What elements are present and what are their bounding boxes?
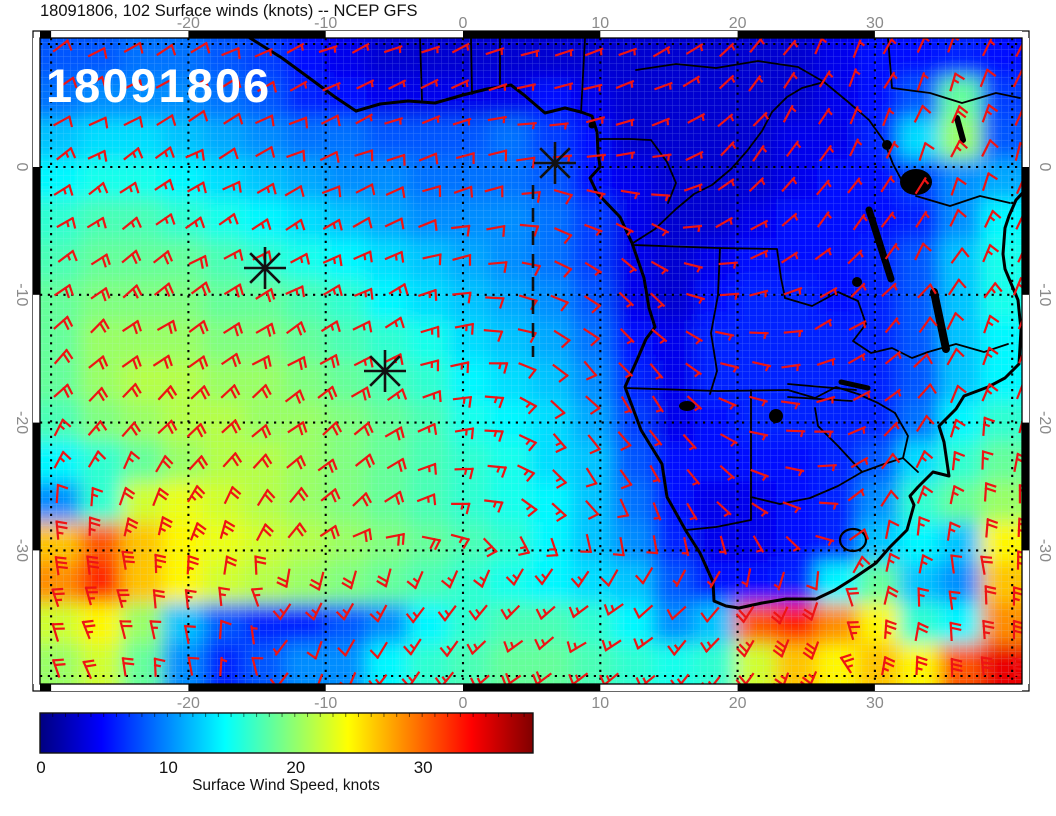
figure-title: 18091806, 102 Surface winds (knots) -- N… [40, 2, 418, 20]
colorbar-ticks [52, 713, 525, 717]
africa-coastline [248, 38, 1022, 610]
axis-tick-label: 20 [729, 15, 747, 32]
location-markers [244, 142, 576, 392]
graticule-lines [40, 38, 1022, 684]
asterisk-marker [244, 247, 286, 289]
axis-tick-label: 0 [13, 163, 30, 172]
colorbar-tick-label: 20 [286, 758, 305, 777]
axis-tick-label: -20 [1036, 411, 1053, 434]
colorbar-tick-labels: 0 10 20 30 [36, 758, 432, 777]
colorbar-tick-label: 10 [159, 758, 178, 777]
date-overlay-label: 18091806 [46, 59, 271, 112]
axis-tick-label: 10 [591, 695, 609, 712]
axis-tick-label: 30 [866, 15, 884, 32]
axis-tick-label: -20 [13, 411, 30, 434]
axis-tick-label: -30 [1036, 539, 1053, 562]
colorbar-tick-label: 30 [414, 758, 433, 777]
asterisk-marker [534, 142, 576, 184]
axis-tick-label: 0 [459, 695, 468, 712]
model-grid-texture [40, 38, 1022, 684]
axis-tick-label: 0 [1036, 163, 1053, 172]
axis-tick-label: -20 [177, 15, 200, 32]
axis-tick-label: 0 [459, 15, 468, 32]
asterisk-marker [364, 350, 406, 392]
colorbar: 0 10 20 30 Surface Wind Speed, knots [36, 712, 534, 794]
colorbar-gradient-bar [39, 712, 534, 754]
axis-tick-label: -20 [177, 695, 200, 712]
axis-tick-label: 20 [729, 695, 747, 712]
map-frame [32, 30, 1030, 692]
axis-tick-label: -10 [1036, 283, 1053, 306]
axis-tick-label: -30 [13, 539, 30, 562]
coastline-and-borders [248, 38, 1022, 610]
axis-tick-label: 30 [866, 695, 884, 712]
axis-labels: -20 -20 -10 -10 0 0 10 10 20 20 30 30 0 0 -10 -10 -20 -20… [13, 15, 1053, 712]
colorbar-caption: Surface Wind Speed, knots [192, 777, 380, 794]
axis-tick-label: -10 [314, 695, 337, 712]
colorbar-tick-label: 0 [36, 758, 45, 777]
lakes [588, 115, 966, 423]
axis-tick-label: -10 [13, 283, 30, 306]
axis-tick-label: 10 [591, 15, 609, 32]
wind-barbs-layer [51, 38, 1022, 684]
axis-tick-label: -10 [314, 15, 337, 32]
